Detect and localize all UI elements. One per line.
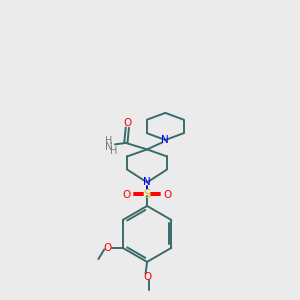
Text: H: H — [110, 146, 118, 156]
Text: S: S — [143, 188, 151, 201]
Text: O: O — [123, 118, 131, 128]
Text: H: H — [105, 136, 113, 146]
Text: O: O — [164, 190, 172, 200]
Text: N: N — [143, 177, 151, 188]
Text: O: O — [143, 272, 152, 282]
Text: N: N — [105, 142, 113, 152]
Text: O: O — [104, 243, 112, 253]
Text: O: O — [122, 190, 130, 200]
Text: N: N — [161, 135, 169, 145]
